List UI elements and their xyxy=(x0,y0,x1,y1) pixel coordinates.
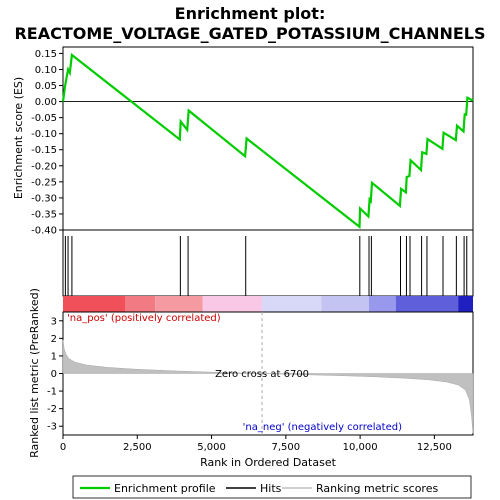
metric-y-ticks: 3 2 1 0 -1 -2 -3 xyxy=(47,316,63,433)
es-y-tick-label: -0.30 xyxy=(31,193,57,204)
metric-y-tick-label: 0 xyxy=(51,369,57,380)
x-tick-label: 5,000 xyxy=(197,442,226,453)
x-tick-label: 10,000 xyxy=(343,442,378,453)
heat-band xyxy=(395,296,459,312)
metric-panel: 3 2 1 0 -1 -2 -3 'na_pos' (positively correlat… xyxy=(28,288,474,458)
chart-title-line1: Enrichment plot: xyxy=(175,4,326,23)
es-y-tick-label: 0.00 xyxy=(35,97,57,108)
metric-y-tick-label: 3 xyxy=(51,316,57,327)
metric-y-tick-label: -1 xyxy=(47,387,57,398)
legend: Enrichment profile Hits Ranking metric s… xyxy=(72,475,472,499)
legend-metric-label: Ranking metric scores xyxy=(316,482,438,495)
heat-band xyxy=(155,296,203,312)
heat-band xyxy=(458,296,473,312)
es-y-tick-label: -0.10 xyxy=(31,129,57,140)
heat-band xyxy=(369,296,396,312)
es-panel-frame xyxy=(62,46,474,231)
chart-title-line2: REACTOME_VOLTAGE_GATED_POTASSIUM_CHANNEL… xyxy=(14,24,485,43)
neg-correlated-label: 'na_neg' (negatively correlated) xyxy=(243,422,402,433)
es-y-tick-label: 0.10 xyxy=(35,65,57,76)
ranking-heat-strip xyxy=(63,296,473,312)
es-y-tick-label: 0.15 xyxy=(35,49,57,60)
legend-hits-label: Hits xyxy=(260,482,282,495)
heat-band xyxy=(202,296,263,312)
heat-band xyxy=(262,296,322,312)
pos-correlated-label: 'na_pos' (positively correlated) xyxy=(67,313,221,324)
legend-box xyxy=(72,475,472,499)
x-tick-label: 2,500 xyxy=(123,442,152,453)
metric-y-tick-label: -3 xyxy=(47,422,57,433)
enrichment-profile-line xyxy=(61,52,474,230)
metric-y-axis-label: Ranked list metric (PreRanked) xyxy=(28,288,41,458)
x-tick-label: 7,500 xyxy=(272,442,301,453)
x-tick-label: 0 xyxy=(60,442,66,453)
es-y-tick-label: -0.15 xyxy=(31,145,57,156)
es-y-tick-label: -0.35 xyxy=(31,209,57,220)
hits-panel xyxy=(62,229,474,297)
metric-y-tick-label: 1 xyxy=(51,351,57,362)
zero-cross-label: Zero cross at 6700 xyxy=(215,369,309,380)
heat-band xyxy=(125,296,156,312)
es-y-ticks: 0.15 0.10 0.05 0.00 -0.05 -0.10 -0.15 -0.20 -0.2… xyxy=(31,49,63,237)
hits-panel-frame xyxy=(62,229,474,297)
es-y-tick-label: -0.40 xyxy=(31,226,57,237)
es-y-tick-label: 0.05 xyxy=(35,81,57,92)
es-y-tick-label: -0.05 xyxy=(31,113,57,124)
metric-y-tick-label: -2 xyxy=(47,404,57,415)
x-tick-label: 12,500 xyxy=(417,442,452,453)
es-panel: 0.15 0.10 0.05 0.00 -0.05 -0.10 -0.15 -0.20 -0.2… xyxy=(12,46,474,237)
x-axis-label: Rank in Ordered Dataset xyxy=(200,456,337,469)
legend-enrichment-label: Enrichment profile xyxy=(114,482,216,495)
es-y-axis-label: Enrichment score (ES) xyxy=(12,77,25,199)
es-y-tick-label: -0.25 xyxy=(31,177,57,188)
ranking-metric-area xyxy=(62,340,474,434)
heat-band xyxy=(63,296,126,312)
x-ticks: 0 2,500 5,000 7,500 10,000 12,500 xyxy=(60,435,452,453)
es-y-tick-label: -0.20 xyxy=(31,161,57,172)
metric-y-tick-label: 2 xyxy=(51,334,57,345)
heat-band xyxy=(321,296,370,312)
hit-lines xyxy=(64,236,468,296)
